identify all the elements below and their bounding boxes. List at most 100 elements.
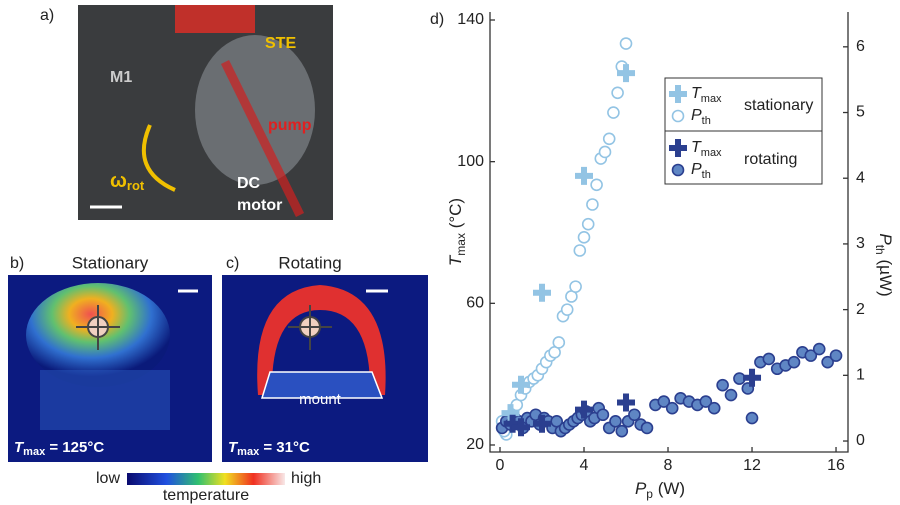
legend-sub: max	[701, 93, 722, 105]
plus-marker	[617, 64, 636, 83]
plus-marker	[503, 414, 522, 433]
label: pump	[268, 117, 312, 134]
y-tick-label: 20	[466, 436, 484, 453]
y-axis-label: Tmax (°C)	[446, 198, 468, 266]
legend-label: Pth	[691, 161, 711, 181]
label: mount	[299, 391, 342, 408]
y2-tick-label: 1	[856, 367, 865, 384]
disc	[195, 35, 315, 185]
circle-marker	[615, 424, 629, 438]
colorbar-label: high	[291, 470, 321, 487]
plus-marker	[617, 393, 636, 412]
circle-marker	[804, 349, 818, 362]
tmax-label: Tmax = 125°C	[14, 439, 104, 458]
circle-marker	[577, 231, 591, 244]
legend-symbol: T	[691, 139, 702, 156]
circle-marker	[590, 178, 603, 192]
x-tick-label: 12	[743, 457, 761, 474]
legend-symbol: P	[691, 107, 702, 124]
label-symbol: P	[876, 233, 895, 245]
axes-frame	[489, 12, 849, 453]
circle-marker	[716, 378, 729, 392]
plus-marker	[575, 166, 594, 185]
legend-label: Tmax	[691, 139, 722, 159]
x-tick-label: 16	[827, 457, 845, 474]
mount	[260, 371, 384, 399]
panel-label: d)	[430, 11, 444, 28]
colorbar-label: low	[96, 470, 120, 487]
circle-marker	[787, 355, 801, 369]
label-symbol: T	[446, 254, 465, 266]
circle-marker	[724, 388, 738, 402]
circle-marker	[821, 355, 834, 369]
legend-sub: th	[702, 115, 711, 127]
y2-tick-label: 6	[856, 38, 865, 55]
x-tick-label: 8	[664, 457, 673, 474]
circle-marker	[569, 280, 582, 293]
circle-marker	[640, 421, 654, 435]
circle-marker	[586, 198, 599, 211]
panel-label: b)	[10, 255, 24, 272]
panel-title: Stationary	[72, 253, 149, 272]
circle-marker	[829, 349, 843, 362]
plus-marker	[511, 418, 530, 437]
y-tick-label: 60	[466, 295, 484, 312]
label: M1	[110, 69, 132, 86]
circle-marker	[657, 395, 671, 408]
circle-marker	[812, 342, 826, 356]
y2-tick-label: 3	[856, 235, 865, 252]
plus-marker	[533, 414, 552, 433]
circle-marker	[699, 395, 713, 408]
label-unit: (µW)	[876, 255, 895, 297]
plus-marker	[533, 283, 552, 302]
circle-marker	[611, 86, 624, 100]
x-tick-label: 0	[496, 457, 505, 474]
circle-marker	[671, 109, 685, 123]
circle-marker	[745, 411, 759, 425]
y2-tick-label: 4	[856, 169, 865, 186]
circle-marker	[609, 415, 622, 428]
circle-marker	[596, 408, 610, 422]
label-unit: (W)	[653, 479, 685, 498]
label-unit: (°C)	[446, 198, 465, 233]
circle-marker	[671, 163, 685, 177]
legend-label: Tmax	[691, 85, 722, 105]
hot-ring	[257, 285, 386, 395]
panel-title: Rotating	[278, 253, 341, 272]
label-sub: th	[873, 245, 887, 255]
rotation-arrow	[141, 124, 176, 192]
plus-marker	[669, 85, 687, 103]
plus-marker	[669, 139, 687, 157]
crosshair	[76, 305, 120, 350]
y2-tick-label: 2	[856, 301, 865, 318]
circle-marker	[762, 352, 776, 366]
circle-marker	[607, 106, 620, 119]
legend-label: Pth	[691, 107, 711, 127]
y-tick-label: 100	[457, 153, 484, 170]
circle-marker	[573, 244, 587, 257]
circle-marker	[598, 145, 612, 159]
label: DC	[237, 175, 261, 192]
circle-marker	[602, 132, 616, 146]
y2-tick-label: 0	[856, 432, 865, 449]
plus-marker	[743, 368, 762, 387]
y-tick-label: 140	[457, 11, 484, 28]
legend-symbol: P	[691, 161, 702, 178]
plus-marker	[511, 375, 530, 394]
panel-label: a)	[40, 7, 54, 24]
circle-marker	[665, 401, 679, 415]
mount	[40, 370, 170, 430]
label: STE	[265, 35, 296, 52]
panel-label: c)	[226, 255, 239, 272]
colorbar	[127, 473, 285, 485]
circle-marker	[560, 303, 574, 316]
label: motor	[237, 197, 282, 214]
colorbar-title: temperature	[163, 487, 249, 504]
magnet	[175, 5, 255, 33]
circle-marker	[581, 217, 595, 231]
label-sub: max	[454, 233, 468, 256]
plus-marker	[501, 404, 520, 423]
x-tick-label: 4	[580, 457, 589, 474]
